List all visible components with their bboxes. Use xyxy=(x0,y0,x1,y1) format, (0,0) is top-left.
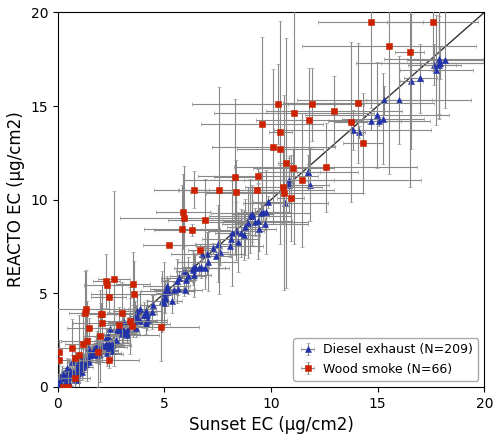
Legend: Diesel exhaust (N=209), Wood smoke (N=66): Diesel exhaust (N=209), Wood smoke (N=66… xyxy=(293,338,478,381)
Y-axis label: REACTO EC (μg/cm2): REACTO EC (μg/cm2) xyxy=(7,112,25,288)
X-axis label: Sunset EC (μg/cm2): Sunset EC (μg/cm2) xyxy=(188,416,354,434)
